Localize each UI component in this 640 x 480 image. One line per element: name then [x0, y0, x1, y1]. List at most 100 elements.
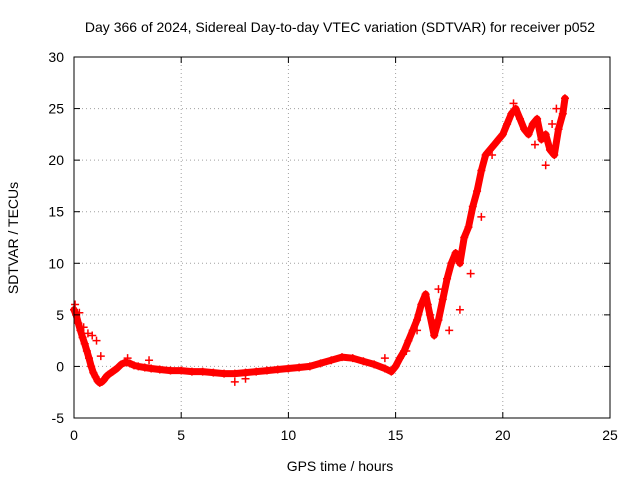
data-point [387, 367, 396, 376]
data-point [89, 368, 98, 377]
y-tick-label: 10 [48, 255, 64, 271]
data-point [348, 354, 357, 363]
data-point [177, 366, 186, 375]
data-point [140, 363, 149, 372]
data-point [305, 362, 314, 371]
data-point [413, 316, 422, 325]
data-point [71, 300, 80, 309]
data-point [380, 354, 389, 363]
data-point [327, 356, 336, 365]
series-1 [71, 99, 561, 386]
data-point [455, 259, 464, 268]
y-tick-label: 20 [48, 152, 64, 168]
data-point [421, 290, 430, 299]
data-point [85, 354, 94, 363]
data-point [430, 331, 439, 340]
data-point [91, 372, 100, 381]
data-point [220, 369, 229, 378]
data-point [123, 354, 132, 363]
data-point [130, 361, 139, 370]
data-point [466, 269, 475, 278]
data-point [295, 363, 304, 372]
data-point [87, 362, 96, 371]
data-point [96, 352, 105, 361]
data-point [108, 367, 117, 376]
data-point [468, 202, 477, 211]
data-point [145, 356, 154, 365]
data-point [380, 364, 389, 373]
data-point [520, 125, 529, 134]
data-point [370, 360, 379, 369]
x-tick-label: 25 [602, 427, 618, 443]
data-point [117, 360, 126, 369]
data-point [79, 323, 88, 332]
data-point [241, 374, 250, 383]
data-point [498, 130, 507, 139]
data-point [112, 364, 121, 373]
data-point [509, 99, 518, 108]
data-point [477, 166, 486, 175]
plot-marks [70, 94, 569, 387]
data-point [552, 104, 561, 113]
y-tick-label: 0 [56, 358, 64, 374]
data-point [134, 362, 143, 371]
x-tick-label: 10 [281, 427, 297, 443]
x-tick-label: 20 [495, 427, 511, 443]
data-point [404, 336, 413, 345]
data-point [104, 370, 113, 379]
y-tick-label: -5 [52, 410, 65, 426]
data-point [515, 114, 524, 123]
data-point [423, 300, 432, 309]
chart-title: Day 366 of 2024, Sidereal Day-to-day VTE… [85, 19, 595, 35]
data-point [147, 364, 156, 373]
data-point [395, 354, 404, 363]
data-point [524, 130, 533, 139]
data-point [316, 359, 325, 368]
data-point [284, 364, 293, 373]
series-0 [70, 94, 569, 387]
data-point [166, 366, 175, 375]
data-point [187, 367, 196, 376]
data-point [74, 319, 83, 328]
data-point [545, 145, 554, 154]
data-point [82, 346, 91, 355]
data-point [533, 114, 542, 123]
data-point [507, 109, 516, 118]
data-point [438, 295, 447, 304]
x-axis-label: GPS time / hours [287, 458, 394, 474]
data-point [554, 125, 563, 134]
data-point [558, 109, 567, 118]
data-point [560, 94, 569, 103]
y-tick-label: 30 [48, 49, 64, 65]
data-point [80, 339, 89, 348]
data-point [455, 305, 464, 314]
data-point [75, 308, 84, 317]
data-point [490, 140, 499, 149]
data-point [155, 365, 164, 374]
data-point [88, 331, 97, 340]
grid-lines [74, 57, 610, 418]
data-point [473, 187, 482, 196]
data-point [494, 135, 503, 144]
data-point [530, 140, 539, 149]
data-point [541, 161, 550, 170]
data-point [485, 145, 494, 154]
data-point [413, 326, 422, 335]
x-tick-label: 15 [388, 427, 404, 443]
y-axis-label: SDTVAR / TECUs [5, 182, 21, 294]
data-point [548, 120, 557, 129]
data-point [503, 120, 512, 129]
y-tick-label: 5 [56, 307, 64, 323]
data-point [451, 248, 460, 257]
data-point [528, 120, 537, 129]
data-point [230, 377, 239, 386]
data-point [262, 366, 271, 375]
data-point [434, 285, 443, 294]
data-point [198, 367, 207, 376]
plot-frame [73, 56, 611, 419]
data-point [273, 365, 282, 374]
data-point [78, 333, 87, 342]
data-point [488, 150, 497, 159]
